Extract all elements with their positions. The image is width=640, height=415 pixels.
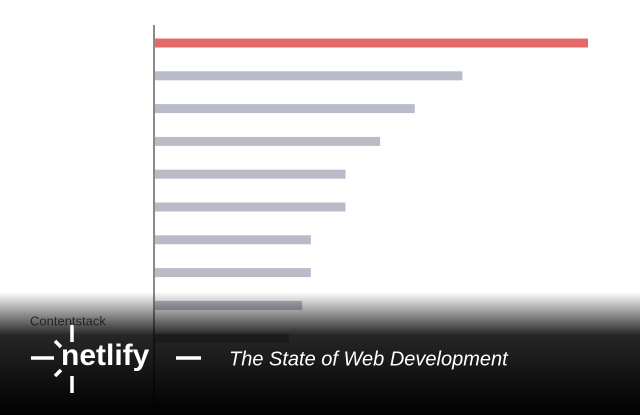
bar	[155, 136, 381, 146]
bar	[155, 169, 346, 179]
tagline: The State of Web Development	[229, 348, 509, 370]
bar	[155, 104, 415, 114]
bar	[155, 268, 311, 278]
logo-dash	[53, 339, 63, 349]
bar	[155, 235, 311, 245]
logo-dash	[53, 368, 63, 378]
bar	[155, 202, 346, 212]
netlify-logo: netlify	[31, 325, 201, 393]
banner-overlay	[0, 292, 640, 415]
bar	[155, 71, 463, 81]
brand: netlify	[61, 339, 150, 372]
bar	[155, 38, 588, 48]
